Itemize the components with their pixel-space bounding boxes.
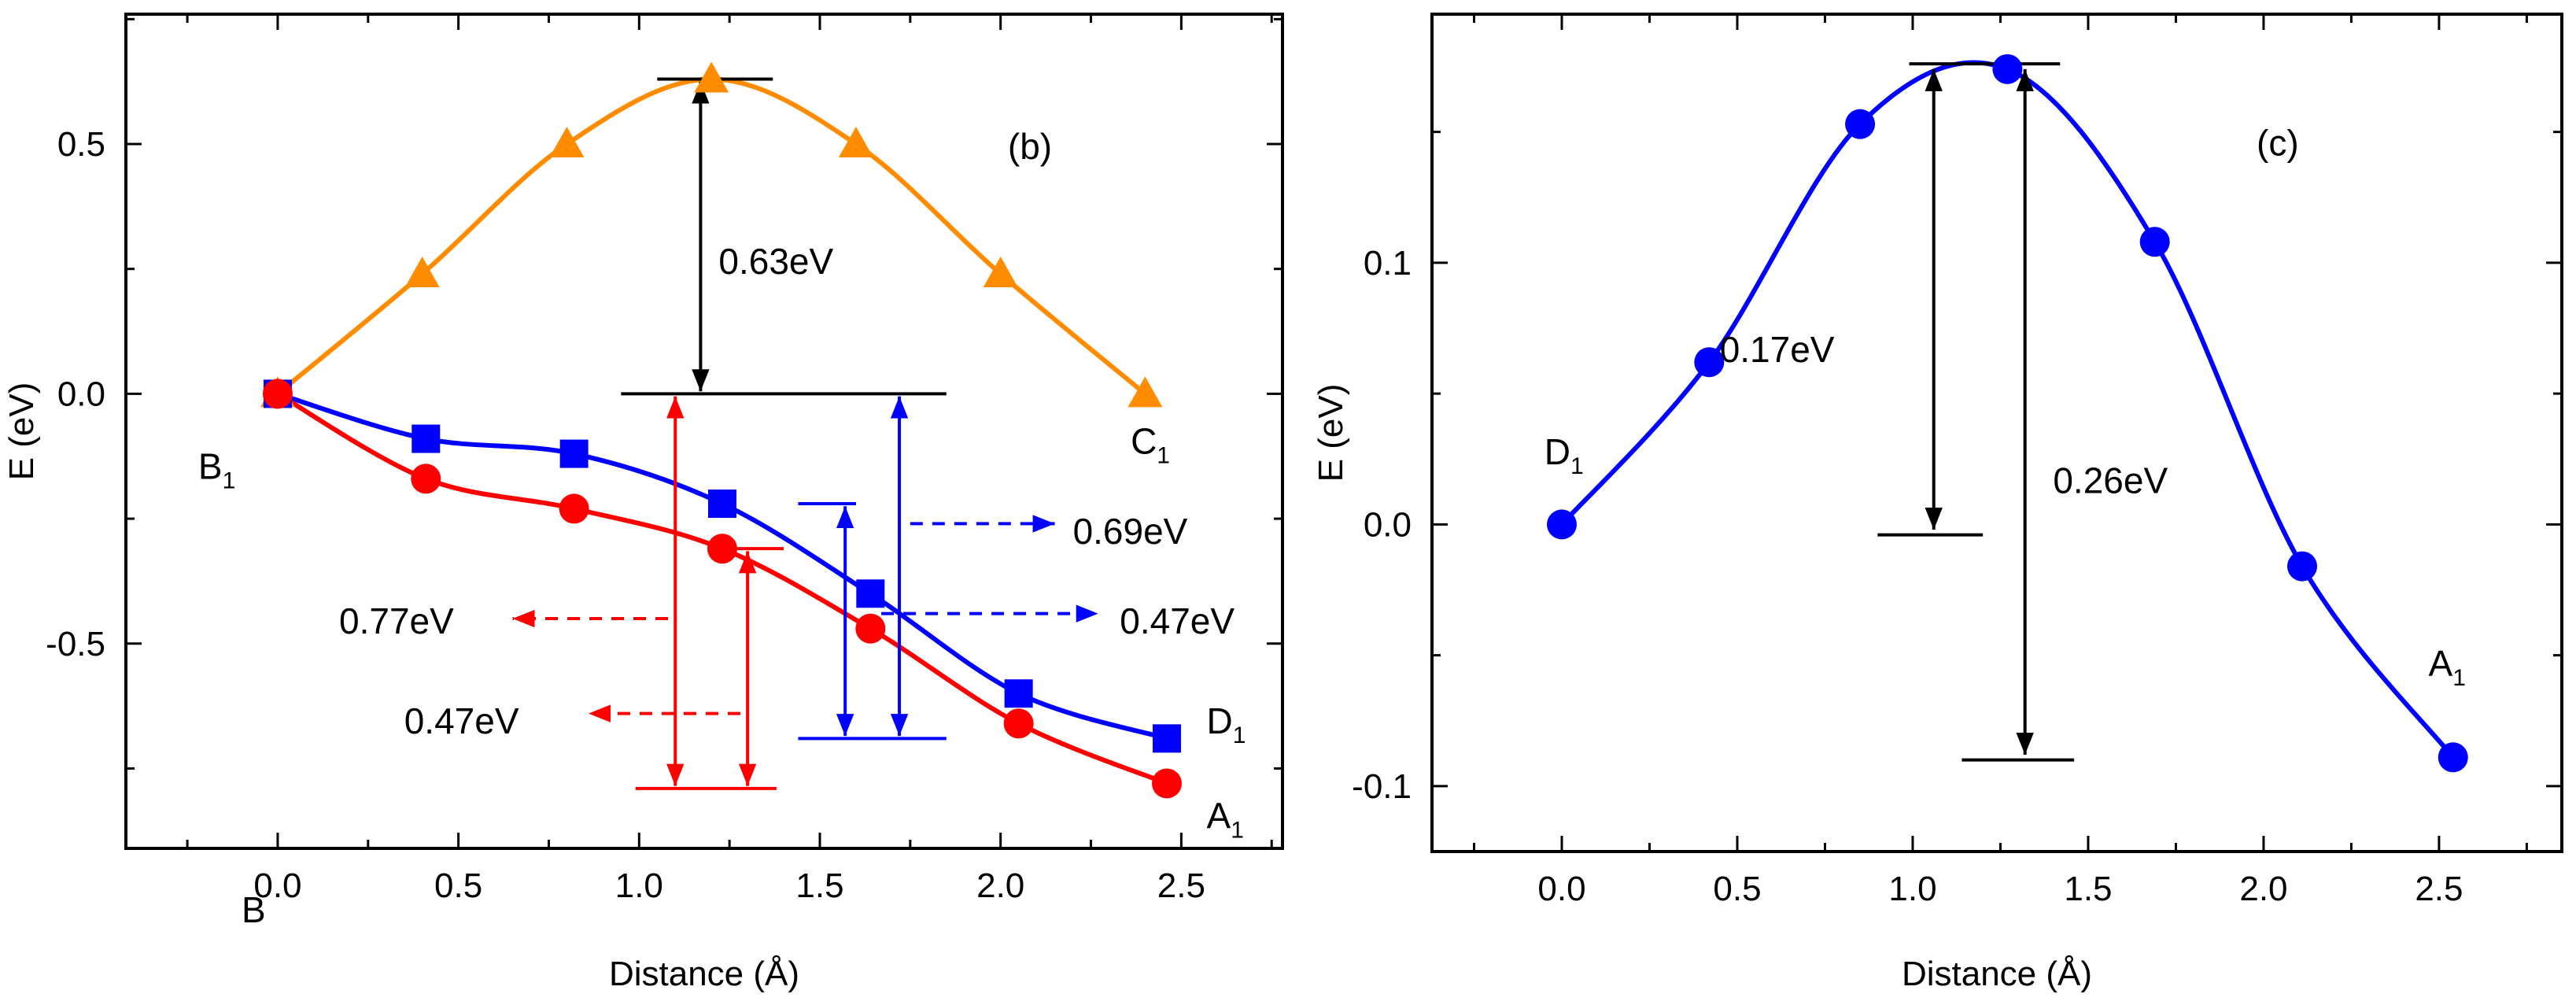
- panel-b-ticks: 0.0 0.5 1.0 1.5 2.0 2.5 0.5 0.0 -0.5: [46, 14, 1282, 905]
- panel-b: 0.0 0.5 1.0 1.5 2.0 2.5 0.5 0.0 -0.5 E (eV) Dist…: [2, 13, 1284, 993]
- series-line-D-A: [1559, 60, 2456, 759]
- data-point-B-C: [549, 127, 585, 158]
- data-point-D-A: [2438, 742, 2468, 773]
- point-label-b-axis: B: [242, 889, 266, 930]
- annotation-barrier-bc: 0.63eV: [718, 241, 833, 282]
- data-point-B-C: [1127, 376, 1163, 408]
- annotation-red-inner: 0.47eV: [404, 700, 519, 741]
- annotation-blue-outer: 0.69eV: [1073, 511, 1188, 552]
- data-point-B-D: [856, 579, 885, 608]
- data-point-B-C: [404, 257, 440, 288]
- x-tick-label: 2.0: [976, 866, 1024, 905]
- panel-c-x-axis-title: Distance (Å): [1902, 955, 2092, 993]
- panel-b-x-axis-title: Distance (Å): [609, 955, 799, 993]
- point-label-b1: B1: [198, 445, 235, 493]
- data-point-B-A: [262, 379, 293, 409]
- panel-c-annotations: [1877, 62, 2075, 762]
- panel-b-frame: [124, 13, 1284, 850]
- series-line-B-D: [277, 391, 1168, 741]
- data-point-B-D: [1153, 724, 1181, 753]
- x-tick-label: 0.5: [434, 866, 482, 905]
- data-point-B-C: [694, 61, 729, 93]
- point-label-a1: A1: [1207, 796, 1244, 844]
- data-point-B-C: [838, 127, 873, 158]
- y-tick-label: -0.1: [1352, 767, 1412, 806]
- x-tick-label: 1.0: [1888, 870, 1936, 908]
- x-tick-label: 1.5: [2064, 870, 2112, 908]
- annotation-red-outer: 0.77eV: [339, 600, 454, 641]
- x-tick-label: 0.5: [1713, 870, 1761, 908]
- data-point-B-D: [707, 490, 736, 519]
- y-tick-label: 0.1: [1364, 244, 1412, 283]
- x-tick-label: 2.0: [2239, 870, 2287, 908]
- panel-c-ticks: 0.0 0.5 1.0 1.5 2.0 2.5 0.1 0.0 -0.1: [1352, 14, 2562, 908]
- data-point-B-A: [855, 613, 886, 644]
- data-point-B-D: [411, 424, 441, 453]
- data-point-D-A: [2286, 551, 2317, 582]
- y-tick-label: 0.0: [1364, 505, 1412, 544]
- x-tick-label: 2.5: [2415, 870, 2463, 908]
- annotation-forward-barrier: 0.17eV: [1720, 329, 1835, 370]
- panel-b-curves: [276, 76, 1168, 786]
- y-tick-label: -0.5: [46, 625, 105, 663]
- panel-c-label: (c): [2257, 123, 2299, 164]
- panel-c-curves: [1559, 60, 2456, 759]
- x-tick-label: 2.5: [1157, 866, 1205, 905]
- data-point-B-A: [411, 464, 441, 494]
- data-point-D-A: [1992, 54, 2023, 84]
- panel-c-y-axis-title: E (eV): [1312, 384, 1350, 482]
- data-point-D-A: [1845, 109, 1876, 139]
- data-point-D-A: [1694, 347, 1725, 378]
- data-point-B-D: [1004, 679, 1033, 708]
- point-label-c1: C1: [1131, 421, 1170, 469]
- data-point-D-A: [1547, 509, 1578, 540]
- data-point-D-A: [2139, 227, 2170, 257]
- panel-c-markers: [1547, 54, 2468, 773]
- annotation-reverse-barrier: 0.26eV: [2053, 460, 2168, 501]
- data-point-B-C: [983, 257, 1018, 288]
- panel-b-markers: [260, 61, 1182, 799]
- data-point-B-A: [1152, 768, 1182, 799]
- data-point-B-A: [707, 534, 737, 564]
- panel-b-y-axis-title: E (eV): [2, 382, 41, 481]
- data-point-B-A: [559, 493, 589, 524]
- x-tick-label: 0.0: [253, 866, 301, 905]
- panel-c: 0.0 0.5 1.0 1.5 2.0 2.5 0.1 0.0 -0.1 E (eV) Dist…: [1312, 13, 2563, 993]
- point-label-d1: D1: [1207, 700, 1246, 748]
- panel-b-label: (b): [1008, 126, 1052, 167]
- y-tick-label: 0.5: [57, 125, 105, 164]
- y-tick-label: 0.0: [57, 375, 105, 413]
- point-label-d1: D1: [1544, 431, 1584, 479]
- annotation-blue-inner: 0.47eV: [1120, 600, 1234, 641]
- panel-c-frame: [1430, 13, 2563, 853]
- x-tick-label: 1.0: [615, 866, 663, 905]
- x-tick-label: 1.5: [795, 866, 843, 905]
- data-point-B-A: [1003, 708, 1034, 739]
- point-label-a1: A1: [2429, 643, 2466, 691]
- x-tick-label: 0.0: [1537, 870, 1585, 908]
- data-point-B-D: [559, 439, 589, 468]
